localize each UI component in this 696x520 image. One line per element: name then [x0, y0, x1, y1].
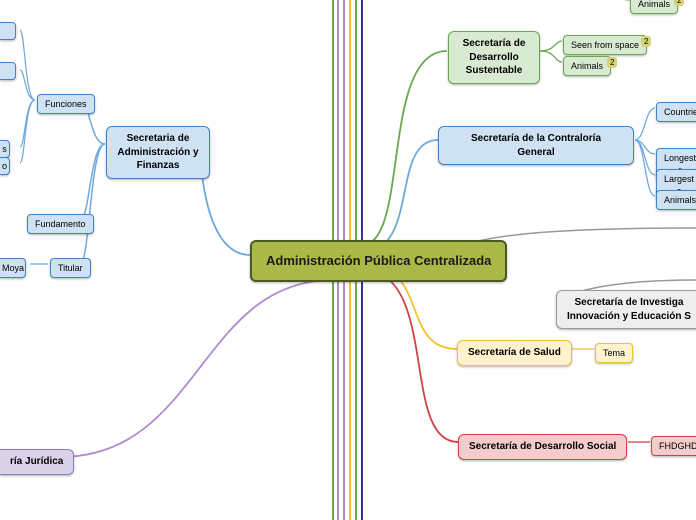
node-juridica[interactable]: ría Jurídica [0, 449, 74, 475]
node-contraloria[interactable]: Secretaría de la Contraloría General [438, 126, 634, 165]
node-moya[interactable]: Moya [0, 258, 26, 278]
mindmap-canvas: { "colors": { "root_bg": "#aab847", "roo… [0, 0, 696, 520]
node-social[interactable]: Secretaría de Desarrollo Social [458, 434, 627, 460]
node-cut-1[interactable] [0, 22, 16, 40]
badge-sust2: 2 [607, 57, 617, 68]
node-investigacion[interactable]: Secretaría de Investiga Innovación y Edu… [556, 290, 696, 329]
node-titular[interactable]: Titular [50, 258, 91, 278]
node-salud[interactable]: Secretaría de Salud [457, 340, 572, 366]
node-admin-finanzas[interactable]: Secretaria de Administración y Finanzas [106, 126, 210, 179]
root-node[interactable]: Administración Pública Centralizada [250, 240, 507, 282]
node-salud-sub[interactable]: Tema [595, 343, 633, 363]
badge-animals-top: 2 [674, 0, 684, 6]
node-cut-2[interactable] [0, 62, 16, 80]
node-sust-sub2[interactable]: Animals [563, 56, 611, 76]
node-sust-sub1[interactable]: Seen from space [563, 35, 647, 55]
node-sustentable[interactable]: Secretaría de Desarrollo Sustentable [448, 31, 540, 84]
node-fundamento[interactable]: Fundamento [27, 214, 94, 234]
node-animals-top[interactable]: Animals [630, 0, 678, 14]
node-contr-sub4[interactable]: Animals [656, 190, 696, 210]
node-cut-4[interactable]: o [0, 157, 10, 175]
node-social-sub[interactable]: FHDGHDG [651, 436, 696, 456]
node-funciones[interactable]: Funciones [37, 94, 95, 114]
node-contr-sub1[interactable]: Countries [656, 102, 696, 122]
node-cut-3[interactable]: s [0, 140, 10, 158]
badge-sust1: 2 [641, 36, 651, 47]
